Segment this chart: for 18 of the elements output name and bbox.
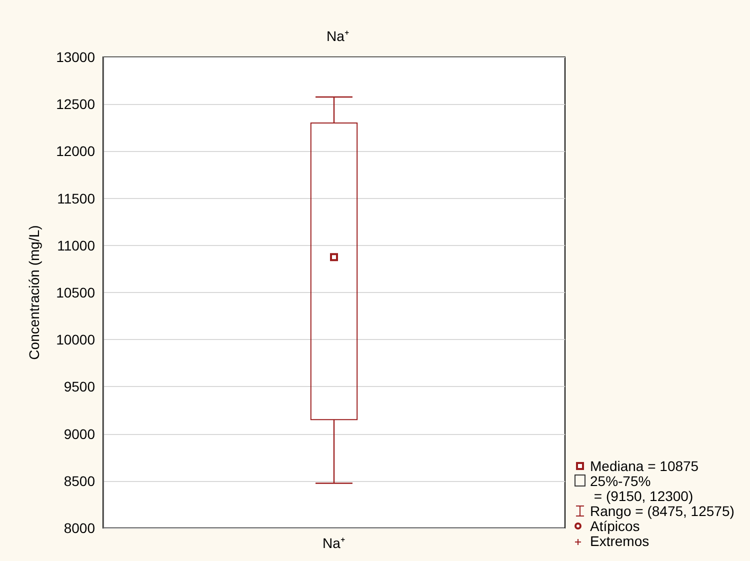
y-tick-label: 13000	[56, 49, 96, 65]
chart-title: Na⁺	[326, 28, 350, 44]
y-tick-label: 8500	[64, 472, 96, 489]
y-tick-label: 11500	[57, 190, 96, 206]
y-tick-label: 8000	[64, 520, 96, 536]
y-tick-label: 9000	[64, 426, 96, 442]
y-tick-label: 10500	[56, 284, 96, 300]
y-tick-label: 11000	[57, 237, 96, 254]
text: Rango = (8475, 12575)	[590, 503, 734, 519]
y-tick-label: 10000	[56, 332, 96, 348]
y-axis-title: Concentración (mg/L)	[26, 225, 42, 360]
y-tick-label: 12500	[56, 96, 96, 112]
y-tick-label: 9500	[64, 378, 96, 395]
text: 25%-75% = (9150, 12300)	[590, 473, 694, 504]
y-tick-label: 12000	[56, 143, 96, 160]
text: Mediana = 10875	[590, 458, 699, 474]
text: Extremos	[590, 533, 650, 549]
text: Atípicos	[590, 518, 640, 534]
